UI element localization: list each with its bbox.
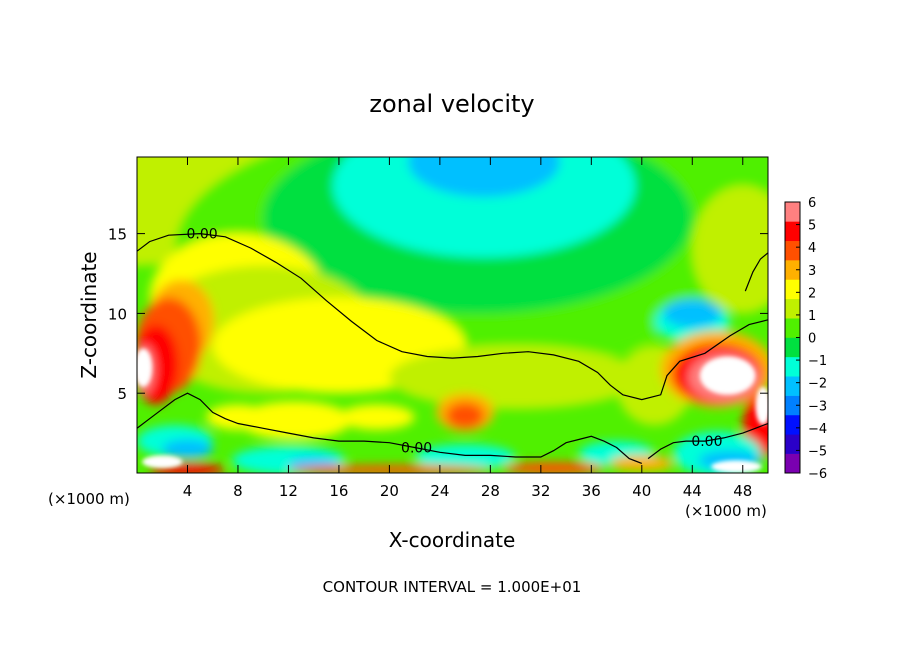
colorbar-swatch <box>785 414 800 435</box>
colorbar-label: −5 <box>808 444 827 459</box>
colorbar-swatch <box>785 318 800 338</box>
y-tick-label: 5 <box>117 385 127 403</box>
contour-line <box>137 232 768 401</box>
y-axis-ticks: 5 10 15 <box>108 226 768 403</box>
colorbar-swatch <box>785 395 800 416</box>
colorbar-label: 0 <box>808 332 816 347</box>
contour-label: 0.00 <box>401 440 432 456</box>
colorbar-swatch <box>785 202 800 222</box>
colorbar-swatch <box>785 240 800 261</box>
colorbar-label: −4 <box>808 422 827 437</box>
colorbar-swatch <box>785 376 800 396</box>
colorbar-swatch <box>785 434 800 454</box>
x-tick-label: 20 <box>380 482 399 500</box>
colorbar-label: 2 <box>808 286 816 301</box>
velocity-field <box>137 157 768 473</box>
x-axis-ticks: 4 8 12 16 20 24 28 32 36 40 44 48 <box>183 157 752 500</box>
colorbar-label: 3 <box>808 264 816 279</box>
x-tick-label: 4 <box>183 482 193 500</box>
colorbar-label: −2 <box>808 377 827 392</box>
y-tick-label: 10 <box>108 305 127 323</box>
colorbar-label: 6 <box>808 196 816 211</box>
colorbar-swatch <box>785 337 800 358</box>
x-tick-label: 24 <box>430 482 449 500</box>
x-tick-label: 44 <box>683 482 702 500</box>
colorbar-swatch <box>785 453 800 474</box>
colorbar-label: −3 <box>808 399 827 414</box>
contour-lines: 0.00 0.00 0.00 <box>137 227 768 464</box>
colorbar-swatch <box>785 260 800 280</box>
contour-label: 0.00 <box>187 227 218 243</box>
x-tick-label: 28 <box>481 482 500 500</box>
x-tick-label: 32 <box>531 482 550 500</box>
colorbar-label: 4 <box>808 241 816 256</box>
contour-line <box>744 252 768 292</box>
x-unit-label-left: (×1000 m) <box>48 490 130 508</box>
colorbar-label: 1 <box>808 309 816 324</box>
contour-line <box>647 422 768 460</box>
x-tick-label: 8 <box>233 482 243 500</box>
x-tick-label: 48 <box>733 482 752 500</box>
colorbar: 6 5 4 3 2 1 0 −1 −2 −3 −4 −5 −6 <box>784 196 827 482</box>
colorbar-swatch <box>785 356 800 377</box>
x-tick-label: 12 <box>279 482 298 500</box>
y-axis-label: Z-coordinate <box>77 251 101 378</box>
x-tick-label: 36 <box>582 482 601 500</box>
contour-line <box>137 392 643 464</box>
colorbar-swatch <box>785 279 800 300</box>
colorbar-swatch <box>785 221 800 242</box>
contour-interval-note: CONTOUR INTERVAL = 1.000E+01 <box>323 578 582 596</box>
colorbar-label: −6 <box>808 467 827 482</box>
colorbar-label: −1 <box>808 354 827 369</box>
x-tick-label: 40 <box>632 482 651 500</box>
x-axis-label: X-coordinate <box>389 528 516 552</box>
y-tick-label: 15 <box>108 226 127 244</box>
chart-title: zonal velocity <box>369 90 534 118</box>
x-tick-label: 16 <box>329 482 348 500</box>
colorbar-swatch <box>785 298 800 319</box>
x-unit-label-right: (×1000 m) <box>685 502 767 520</box>
plot-frame <box>136 156 769 474</box>
colorbar-label: 5 <box>808 219 816 234</box>
contour-label: 0.00 <box>691 434 722 450</box>
